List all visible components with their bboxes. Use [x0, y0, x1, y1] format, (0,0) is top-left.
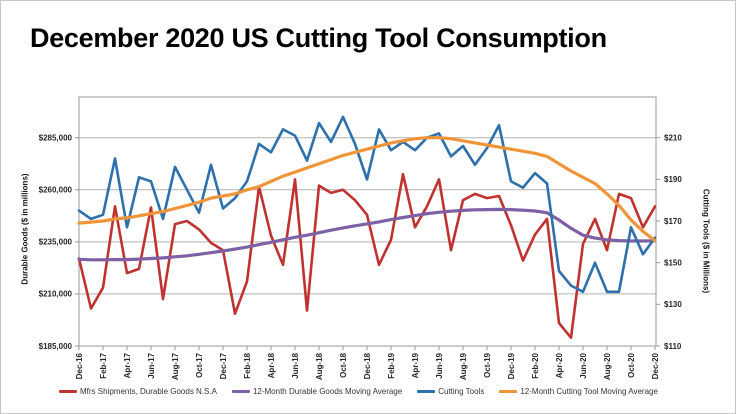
x-tick-label: Dec-18 [363, 352, 372, 379]
left-tick-label: $185,000 [39, 342, 73, 351]
legend-swatch-purple-line [231, 390, 250, 393]
x-tick-label: Jun-18 [291, 352, 300, 378]
legend-label: Cutting Tools [438, 387, 485, 396]
x-tick-label: Oct-20 [627, 352, 636, 377]
left-tick-label: $210,000 [39, 290, 73, 299]
x-tick-label: Feb-17 [99, 352, 108, 378]
right-tick-label: $210 [664, 134, 682, 143]
left-tick-label: $285,000 [39, 134, 73, 143]
x-tick-label: Feb-19 [387, 352, 396, 378]
left-tick-label: $235,000 [39, 238, 73, 247]
x-tick-label: Aug-17 [171, 352, 180, 380]
x-tick-label: Oct-19 [483, 352, 492, 377]
right-tick-label: $110 [664, 342, 682, 351]
legend-swatch-orange-line [499, 390, 518, 393]
x-tick-label: Aug-19 [459, 352, 468, 380]
legend-item-durable-moving-average: 12-Month Durable Goods Moving Average [231, 387, 403, 396]
left-axis-title: Durable Goods ($ in millions) [20, 173, 30, 285]
x-tick-label: Dec-19 [507, 352, 516, 379]
legend-label: 12-Month Durable Goods Moving Average [252, 387, 403, 396]
x-tick-label: Aug-18 [315, 352, 324, 380]
x-tick-label: Jun-19 [435, 352, 444, 378]
x-tick-label: Apr-18 [267, 352, 276, 378]
x-tick-label: Oct-18 [339, 352, 348, 377]
x-tick-label: Aug-20 [603, 352, 612, 380]
series-line-mfrs-shipments-durable-goods-n-s-a [77, 172, 657, 340]
right-tick-label: $130 [664, 300, 682, 309]
x-tick-label: Apr-19 [411, 352, 420, 378]
series-line-12-month-durable-goods-moving-average [77, 207, 657, 262]
legend-swatch-red-line [59, 390, 77, 393]
x-tick-label: Feb-18 [243, 352, 252, 378]
legend-item-cutting-tools: Cutting Tools [417, 387, 484, 396]
right-tick-label: $150 [664, 258, 682, 267]
x-tick-label: Dec-17 [219, 352, 228, 379]
x-tick-label: Dec-20 [651, 352, 660, 379]
x-tick-label: Jun-17 [147, 352, 156, 378]
right-tick-label: $190 [664, 175, 682, 184]
legend: Mfrs Shipments, Durable Goods N.S.A 12-M… [59, 387, 658, 396]
left-tick-label: $260,000 [39, 186, 73, 195]
legend-label: Mfrs Shipments, Durable Goods N.S.A [80, 387, 217, 396]
x-tick-label: Apr-20 [555, 352, 564, 378]
x-tick-label: Apr-17 [123, 352, 132, 378]
x-tick-label: Oct-17 [195, 352, 204, 377]
x-tick-label: Dec-16 [75, 352, 84, 379]
legend-swatch-blue-line [417, 390, 436, 393]
legend-item-durable-shipments: Mfrs Shipments, Durable Goods N.S.A [59, 387, 217, 396]
x-tick-label: Jun-20 [579, 352, 588, 378]
series-line-cutting-tools [77, 115, 657, 294]
series-line-12-month-cutting-tool-moving-average [77, 136, 657, 243]
chart-title: December 2020 US Cutting Tool Consumptio… [30, 23, 607, 53]
legend-item-cutting-tool-moving-average: 12-Month Cutting Tool Moving Average [499, 387, 658, 396]
legend-label: 12-Month Cutting Tool Moving Average [520, 387, 658, 396]
right-axis-title: Cutting Tools ($ in Millions) [701, 188, 711, 294]
x-tick-label: Feb-20 [531, 352, 540, 378]
right-tick-label: $170 [664, 217, 682, 226]
